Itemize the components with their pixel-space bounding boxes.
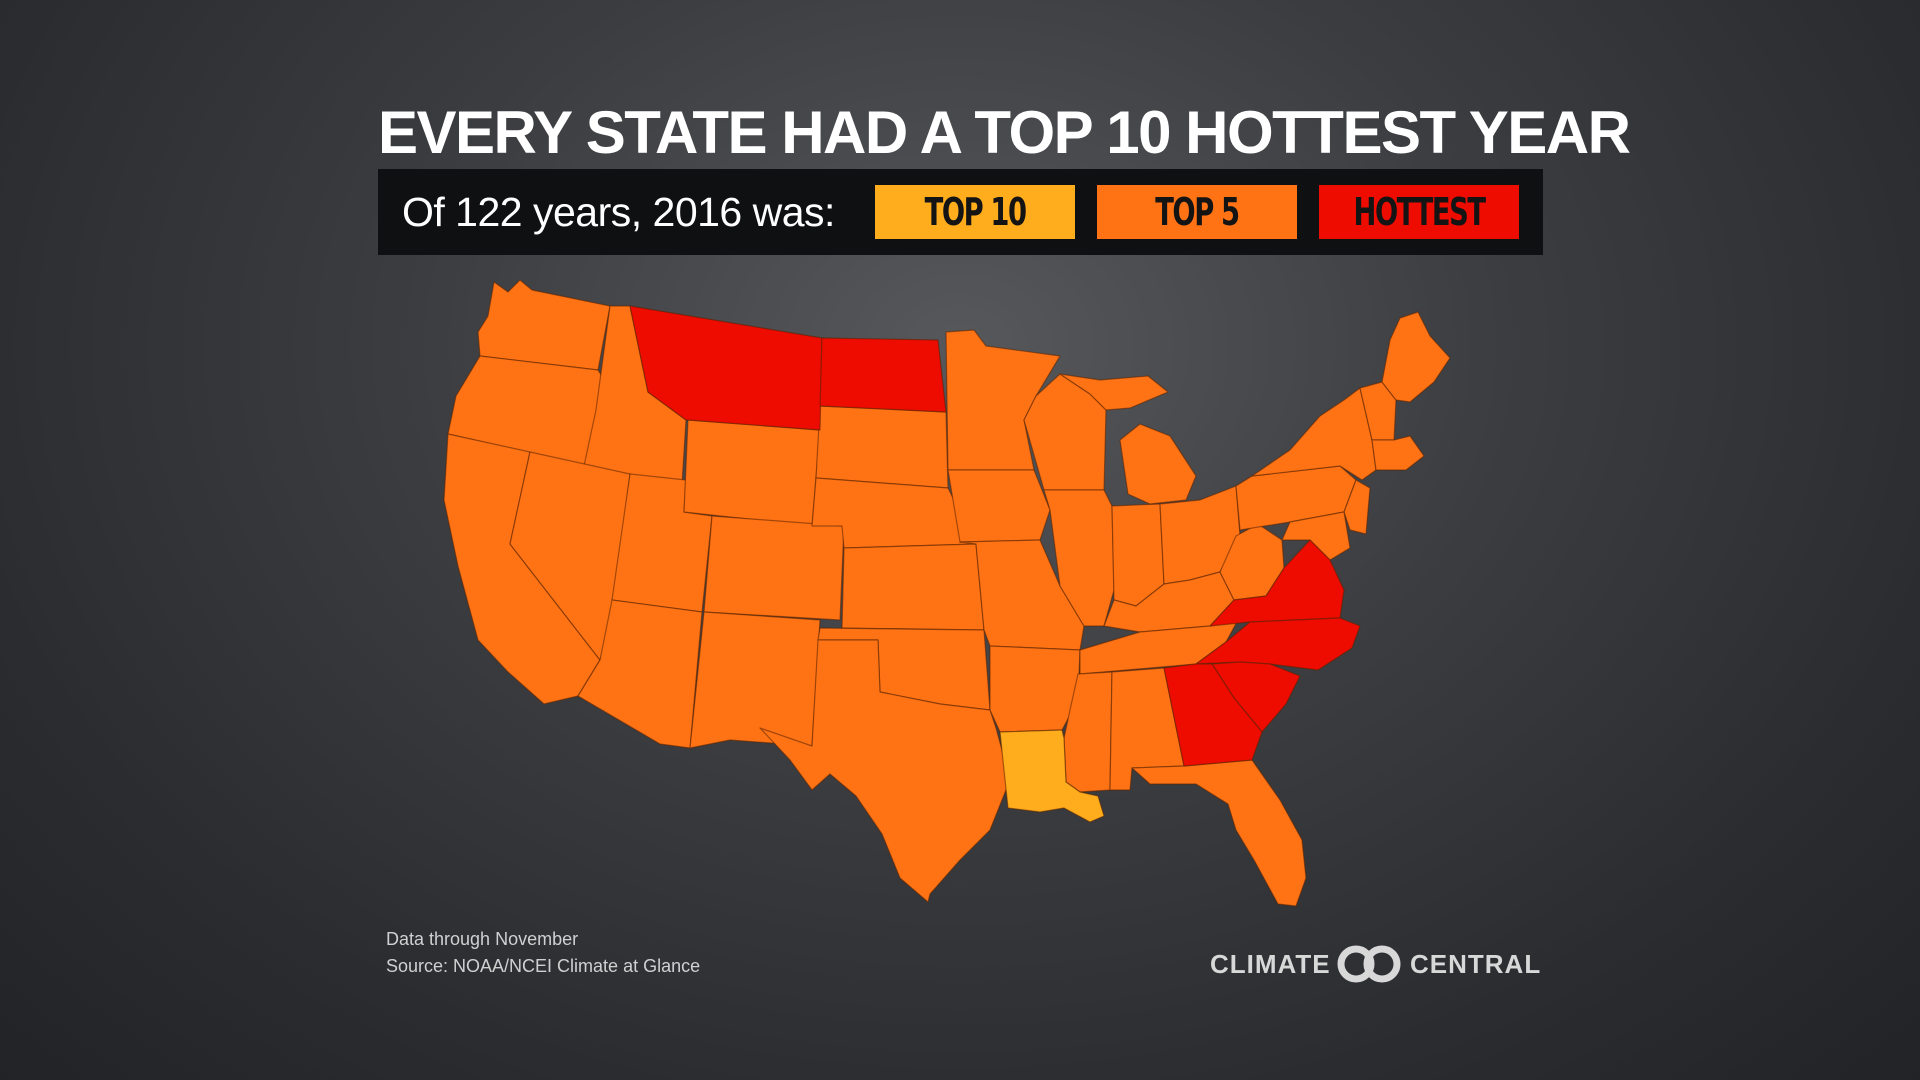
- state-michigan-up: [1059, 373, 1169, 411]
- state-new-mexico: [689, 611, 821, 749]
- state-new-york: [1251, 387, 1377, 481]
- logo-text-right: CENTRAL: [1410, 949, 1542, 979]
- state-new-jersey: [1343, 479, 1371, 535]
- legend-intro: Of 122 years, 2016 was:: [402, 189, 835, 235]
- state-massachusetts-ct-ri: [1371, 435, 1425, 471]
- state-kansas: [841, 543, 985, 631]
- legend-label-top10: TOP 10: [924, 190, 1027, 234]
- state-arizona: [577, 599, 703, 749]
- state-maine: [1381, 311, 1451, 403]
- state-georgia: [1163, 663, 1263, 767]
- footer-source: Source: NOAA/NCEI Climate at Glance: [386, 956, 701, 976]
- state-florida: [1131, 759, 1307, 907]
- legend-swatch-hottest: HOTTEST: [1319, 185, 1519, 239]
- legend-label-top5: TOP 5: [1155, 190, 1240, 234]
- page-title: EVERY STATE HAD A TOP 10 HOTTEST YEAR: [378, 99, 1631, 166]
- state-north-dakota: [819, 337, 947, 413]
- state-vermont-nh: [1359, 381, 1397, 441]
- footer-note: Data through November: [386, 929, 579, 949]
- legend-bar: Of 122 years, 2016 was: TOP 10 TOP 5 HOT…: [378, 169, 1543, 255]
- legend-swatch-top5: TOP 5: [1097, 185, 1297, 239]
- state-colorado: [703, 515, 845, 621]
- legend-label-hottest: HOTTEST: [1353, 190, 1486, 234]
- state-south-dakota: [815, 405, 949, 489]
- state-texas: [759, 639, 1011, 903]
- state-louisiana: [999, 729, 1105, 823]
- state-michigan: [1119, 423, 1197, 505]
- legend-swatch-top10: TOP 10: [875, 185, 1075, 239]
- state-arkansas: [989, 645, 1081, 733]
- state-wyoming: [683, 419, 821, 527]
- state-iowa: [947, 469, 1051, 543]
- logo-text-left: CLIMATE: [1210, 949, 1331, 979]
- state-washington: [477, 279, 611, 371]
- climate-central-logo: CLIMATE CENTRAL: [1210, 942, 1540, 986]
- logo-rings-icon: [1337, 945, 1401, 983]
